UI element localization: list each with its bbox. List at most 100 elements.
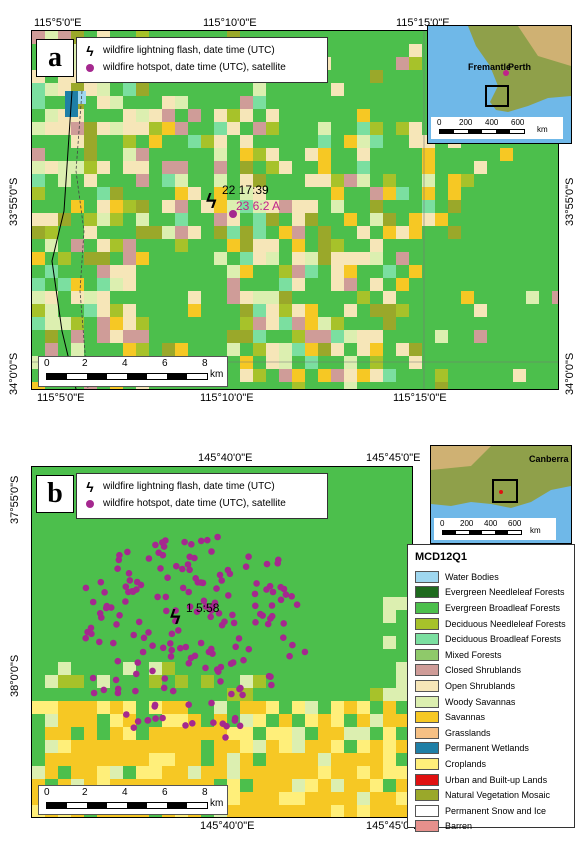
hotspot-dot[interactable] (193, 608, 201, 615)
hotspot-dot[interactable] (280, 634, 287, 641)
hotspot-dot[interactable] (181, 538, 188, 546)
hotspot-dot[interactable] (133, 586, 140, 593)
hotspot-dot[interactable] (182, 643, 190, 651)
hotspot-dot[interactable] (167, 640, 174, 647)
hotspot-dot[interactable] (236, 722, 244, 730)
inset-map-a[interactable]: Fremantle Perth 0 200 400 600 km (427, 25, 572, 144)
hotspot-dot[interactable] (149, 667, 156, 675)
hotspot-dot[interactable] (163, 607, 170, 615)
hotspot-dot[interactable] (167, 653, 175, 660)
lightning-marker-a[interactable]: ϟ (206, 191, 217, 213)
hotspot-dot[interactable] (96, 638, 103, 646)
hotspot-dot[interactable] (263, 560, 271, 568)
hotspot-dot[interactable] (145, 629, 152, 636)
hotspot-dot[interactable] (175, 627, 182, 634)
hotspot-dot[interactable] (222, 734, 229, 741)
hotspot-dot[interactable] (268, 602, 276, 609)
hotspot-dot[interactable] (168, 630, 176, 638)
hotspot-dot[interactable] (231, 717, 239, 724)
hotspot-dot[interactable] (160, 684, 168, 692)
hotspot-dot[interactable] (269, 588, 277, 596)
hotspot-dot[interactable] (134, 659, 142, 666)
hotspot-dot[interactable] (182, 722, 189, 729)
hotspot-dot[interactable] (114, 657, 122, 665)
hotspot-dot[interactable] (125, 570, 133, 577)
hotspot-dot[interactable] (245, 645, 253, 653)
hotspot-dot[interactable] (263, 586, 270, 593)
hotspot-dot[interactable] (216, 571, 224, 579)
hotspot-dot[interactable] (186, 603, 194, 610)
hotspot-dot[interactable] (179, 584, 187, 592)
hotspot-dot[interactable] (221, 618, 228, 625)
hotspot-dot[interactable] (213, 585, 220, 592)
hotspot-dot[interactable] (186, 566, 193, 574)
hotspot-dot[interactable] (140, 634, 148, 642)
hotspot-dot[interactable] (264, 620, 272, 628)
hotspot-dot[interactable] (89, 598, 97, 606)
hotspot-dot[interactable] (187, 654, 195, 662)
hotspot-dot[interactable] (114, 689, 122, 697)
hotspot-dot[interactable] (159, 551, 167, 559)
hotspot-dot[interactable] (122, 598, 129, 605)
hotspot-dot[interactable] (225, 592, 232, 599)
hotspot-dot[interactable] (217, 678, 224, 685)
hotspot-dot[interactable] (164, 574, 171, 581)
lightning-marker-b[interactable]: ϟ (170, 607, 181, 629)
hotspot-dot[interactable] (197, 639, 205, 647)
hotspot-dot[interactable] (286, 652, 293, 660)
hotspot-dot[interactable] (102, 604, 110, 612)
hotspot-dot[interactable] (268, 681, 275, 689)
hotspot-dot[interactable] (100, 686, 108, 694)
hotspot-dot[interactable] (130, 631, 137, 639)
hotspot-dot[interactable] (185, 588, 192, 596)
hotspot-dot[interactable] (87, 624, 95, 632)
hotspot-dot[interactable] (208, 645, 215, 653)
hotspot-dot[interactable] (144, 717, 151, 724)
hotspot-dot[interactable] (134, 718, 142, 725)
hotspot-dot[interactable] (202, 664, 209, 672)
hotspot-dot[interactable] (151, 701, 159, 709)
hotspot-dot[interactable] (112, 676, 120, 684)
hotspot-dot[interactable] (172, 617, 179, 625)
hotspot-dot[interactable] (139, 648, 147, 656)
hotspot-dot[interactable] (239, 691, 246, 699)
hotspot-dot[interactable] (215, 610, 223, 617)
hotspot-dot[interactable] (282, 591, 290, 598)
hotspot-dot[interactable] (280, 620, 287, 627)
hotspot-dot[interactable] (185, 660, 193, 667)
hotspot-dot[interactable] (288, 593, 296, 600)
hotspot-dot[interactable] (116, 612, 123, 619)
hotspot-dot[interactable] (228, 690, 235, 698)
hotspot-dot[interactable] (152, 541, 159, 549)
hotspot-dot[interactable] (169, 687, 177, 695)
hotspot-dot[interactable] (116, 551, 123, 559)
hotspot-dot[interactable] (194, 579, 202, 586)
hotspot-dot[interactable] (185, 701, 192, 708)
hotspot-dot[interactable] (210, 719, 217, 726)
hotspot-dot[interactable] (232, 643, 239, 651)
hotspot-dot[interactable] (113, 621, 120, 628)
hotspot-dot[interactable] (168, 646, 175, 654)
hotspot-dot[interactable] (252, 619, 259, 626)
hotspot-dot[interactable] (162, 593, 170, 601)
hotspot-dot[interactable] (240, 656, 247, 664)
hotspot-dot[interactable] (159, 644, 167, 652)
hotspot-dot[interactable] (137, 581, 145, 589)
hotspot-dot[interactable] (199, 579, 207, 587)
hotspot-dot[interactable] (245, 553, 252, 560)
hotspot-dot[interactable] (96, 610, 104, 617)
hotspot-dot[interactable] (114, 565, 121, 572)
hotspot-dot[interactable] (132, 687, 139, 695)
hotspot-dot[interactable] (237, 684, 244, 692)
hotspot-dot[interactable] (101, 589, 108, 596)
hotspot-dot[interactable] (230, 619, 238, 627)
map-panel-a[interactable]: a ϟ wildfire lightning flash, date time … (31, 30, 559, 390)
hotspot-dot[interactable] (130, 724, 138, 731)
hotspot-dot[interactable] (257, 610, 264, 618)
hotspot-dot[interactable] (280, 585, 288, 593)
hotspot-dot[interactable] (97, 578, 105, 586)
hotspot-dot[interactable] (218, 577, 225, 584)
hotspot-dot[interactable] (293, 601, 301, 608)
hotspot-dot[interactable] (110, 639, 117, 647)
hotspot-dot[interactable] (200, 597, 208, 605)
